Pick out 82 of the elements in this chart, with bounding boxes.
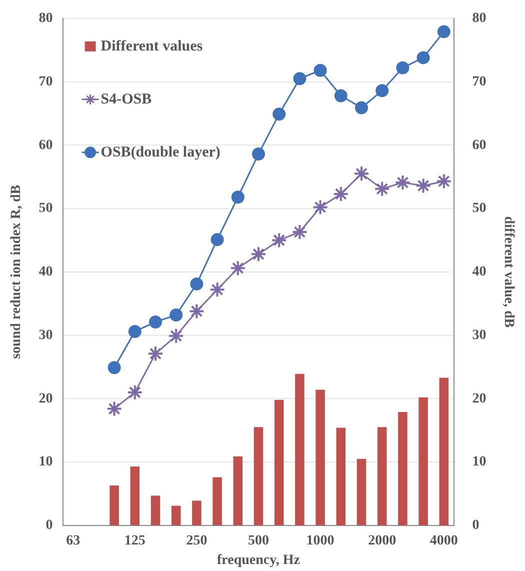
point [188,303,205,320]
point [149,315,162,328]
point [126,384,143,400]
bar [336,428,346,526]
point [394,174,411,191]
bar [130,466,140,526]
x-tick-label: 125 [124,533,146,548]
point [209,282,226,298]
point [168,328,184,344]
y2-tick-label: 40 [472,264,486,280]
legend-label: OSB(double layer) [100,144,220,160]
bar [356,458,366,526]
y2-tick-label: 70 [472,74,486,90]
bar [316,390,325,526]
point [416,51,430,64]
y2-tick-label: 20 [472,391,486,406]
y2-axis-title: different value, dB [500,216,516,328]
bar [233,456,243,526]
point [415,178,432,194]
bar [212,477,222,526]
point [437,25,450,38]
point [436,173,452,190]
bar [439,378,449,526]
x-tick-label: 2000 [368,533,396,548]
point [271,232,288,248]
point [312,199,328,216]
bar [110,485,119,526]
x-axis-title: frequency, Hz [217,553,300,568]
y-tick-label: 20 [38,391,53,406]
y2-tick-label: 10 [472,454,486,470]
point [108,361,121,374]
point [354,166,370,182]
x-tick-label: 63 [66,533,80,548]
y-tick-label: 0 [46,518,53,534]
point [293,72,306,86]
y-tick-label: 60 [38,138,53,153]
x-tick-label: 1000 [306,533,334,548]
bar [418,397,428,526]
point [374,180,390,197]
y-tick-label: 10 [38,454,53,470]
point [230,260,246,276]
point [148,346,164,362]
point [292,224,308,240]
y2-tick-label: 60 [472,138,486,153]
point [396,61,410,74]
y2-tick-label: 80 [472,11,486,26]
point [314,64,327,77]
point [250,246,266,262]
bar [274,400,284,526]
y2-tick-label: 30 [472,328,486,343]
bar [295,374,304,526]
bar [254,427,264,526]
y-tick-label: 30 [38,328,53,343]
bar [150,496,160,526]
y2-tick-label: 50 [472,201,486,216]
y-tick-label: 70 [38,74,53,90]
point [334,89,348,102]
y-tick-label: 50 [38,201,53,216]
y2-tick-label: 0 [472,518,480,534]
x-tick-label: 250 [186,533,208,548]
legend-label: Different values [100,38,203,54]
x-tick-label: 4000 [430,533,458,548]
point [106,400,122,417]
x-tick-label: 500 [248,533,269,548]
y-tick-label: 80 [38,11,53,26]
point [231,190,244,204]
point [332,186,349,202]
y-tick-label: 40 [38,264,53,280]
bar [171,506,181,526]
y-axis-title: sound reduct ion index R, dB [9,184,24,359]
point [272,108,286,121]
bar [377,427,387,526]
point [190,277,204,290]
point [252,148,265,161]
point [355,101,368,114]
point [128,324,142,338]
point [210,233,224,246]
bar [192,500,202,526]
bar [398,412,408,526]
legend-label: S4-OSB [100,91,152,108]
point [376,84,389,98]
point [170,308,183,322]
